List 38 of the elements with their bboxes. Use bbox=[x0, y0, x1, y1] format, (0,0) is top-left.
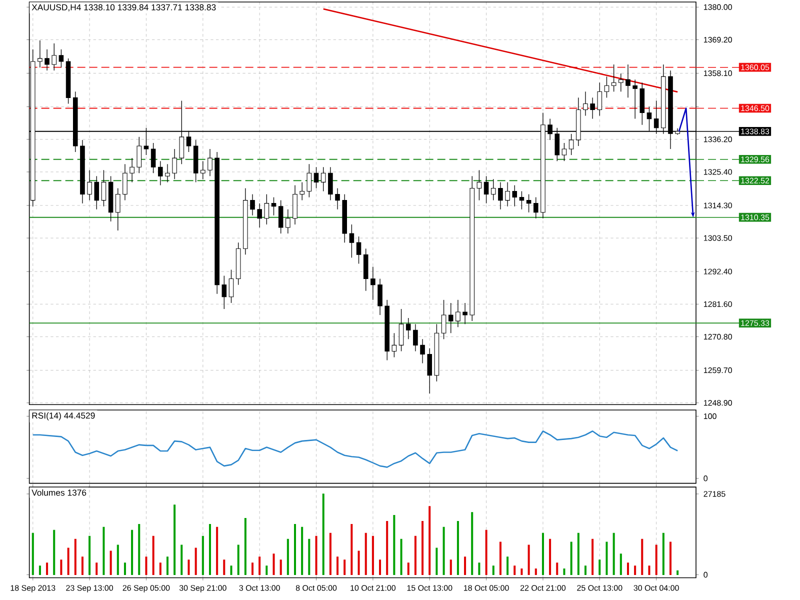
ref-line-label: 1310.35 bbox=[741, 214, 770, 220]
x-tick-label: 10 Oct 21:00 bbox=[350, 585, 396, 591]
y-tick-label: 1358.10 bbox=[704, 70, 732, 76]
y-tick-label: 1259.70 bbox=[704, 367, 732, 374]
x-tick-label: 18 Oct 05:00 bbox=[464, 585, 509, 591]
x-tick-label: 30 Oct 04:00 bbox=[634, 585, 679, 591]
y-tick-label: 100 bbox=[704, 413, 716, 420]
y-tick-label: 0 bbox=[704, 476, 708, 482]
y-tick-label: 1248.90 bbox=[704, 400, 732, 406]
chart-title: RSI(14) 44.4529 bbox=[32, 412, 95, 420]
x-tick-label: 30 Sep 21:00 bbox=[179, 585, 226, 592]
y-tick-label: 0 bbox=[704, 572, 708, 578]
chart-title: Volumes 1376 bbox=[32, 489, 86, 496]
x-tick-label: 8 Oct 05:00 bbox=[296, 585, 337, 591]
y-tick-label: 1270.80 bbox=[704, 334, 732, 340]
y-tick-label: 1314.30 bbox=[704, 202, 732, 208]
y-tick-label: 1281.60 bbox=[704, 301, 732, 307]
x-tick-label: 22 Oct 21:00 bbox=[520, 585, 566, 591]
ref-line-label: 1322.52 bbox=[741, 178, 770, 184]
x-tick-label: 3 Oct 13:00 bbox=[239, 585, 280, 591]
ref-line-label: 1346.50 bbox=[741, 105, 770, 112]
y-tick-label: 1292.40 bbox=[704, 268, 732, 274]
x-tick-label: 25 Oct 13:00 bbox=[577, 585, 622, 591]
y-tick-label: 1303.50 bbox=[704, 235, 732, 241]
y-tick-label: 1336.20 bbox=[704, 136, 732, 142]
y-tick-label: 27185 bbox=[704, 491, 726, 497]
ref-line-label: 1329.56 bbox=[741, 156, 770, 162]
x-tick-label: 26 Sep 05:00 bbox=[122, 585, 170, 592]
y-tick-label: 1369.20 bbox=[704, 36, 732, 43]
ref-line-label: 1360.05 bbox=[741, 64, 770, 70]
ref-line-label: 1338.83 bbox=[741, 128, 770, 134]
x-tick-label: 23 Sep 13:00 bbox=[66, 585, 114, 592]
y-tick-label: 1325.40 bbox=[704, 169, 732, 175]
chart-title: XAUUSD,H4 1338.10 1339.84 1337.71 1338.83 bbox=[32, 4, 216, 12]
x-tick-label: 18 Sep 2013 bbox=[10, 585, 56, 592]
y-tick-label: 1380.00 bbox=[704, 4, 732, 10]
x-tick-label: 15 Oct 13:00 bbox=[407, 585, 452, 591]
ref-line-label: 1275.33 bbox=[741, 320, 770, 326]
